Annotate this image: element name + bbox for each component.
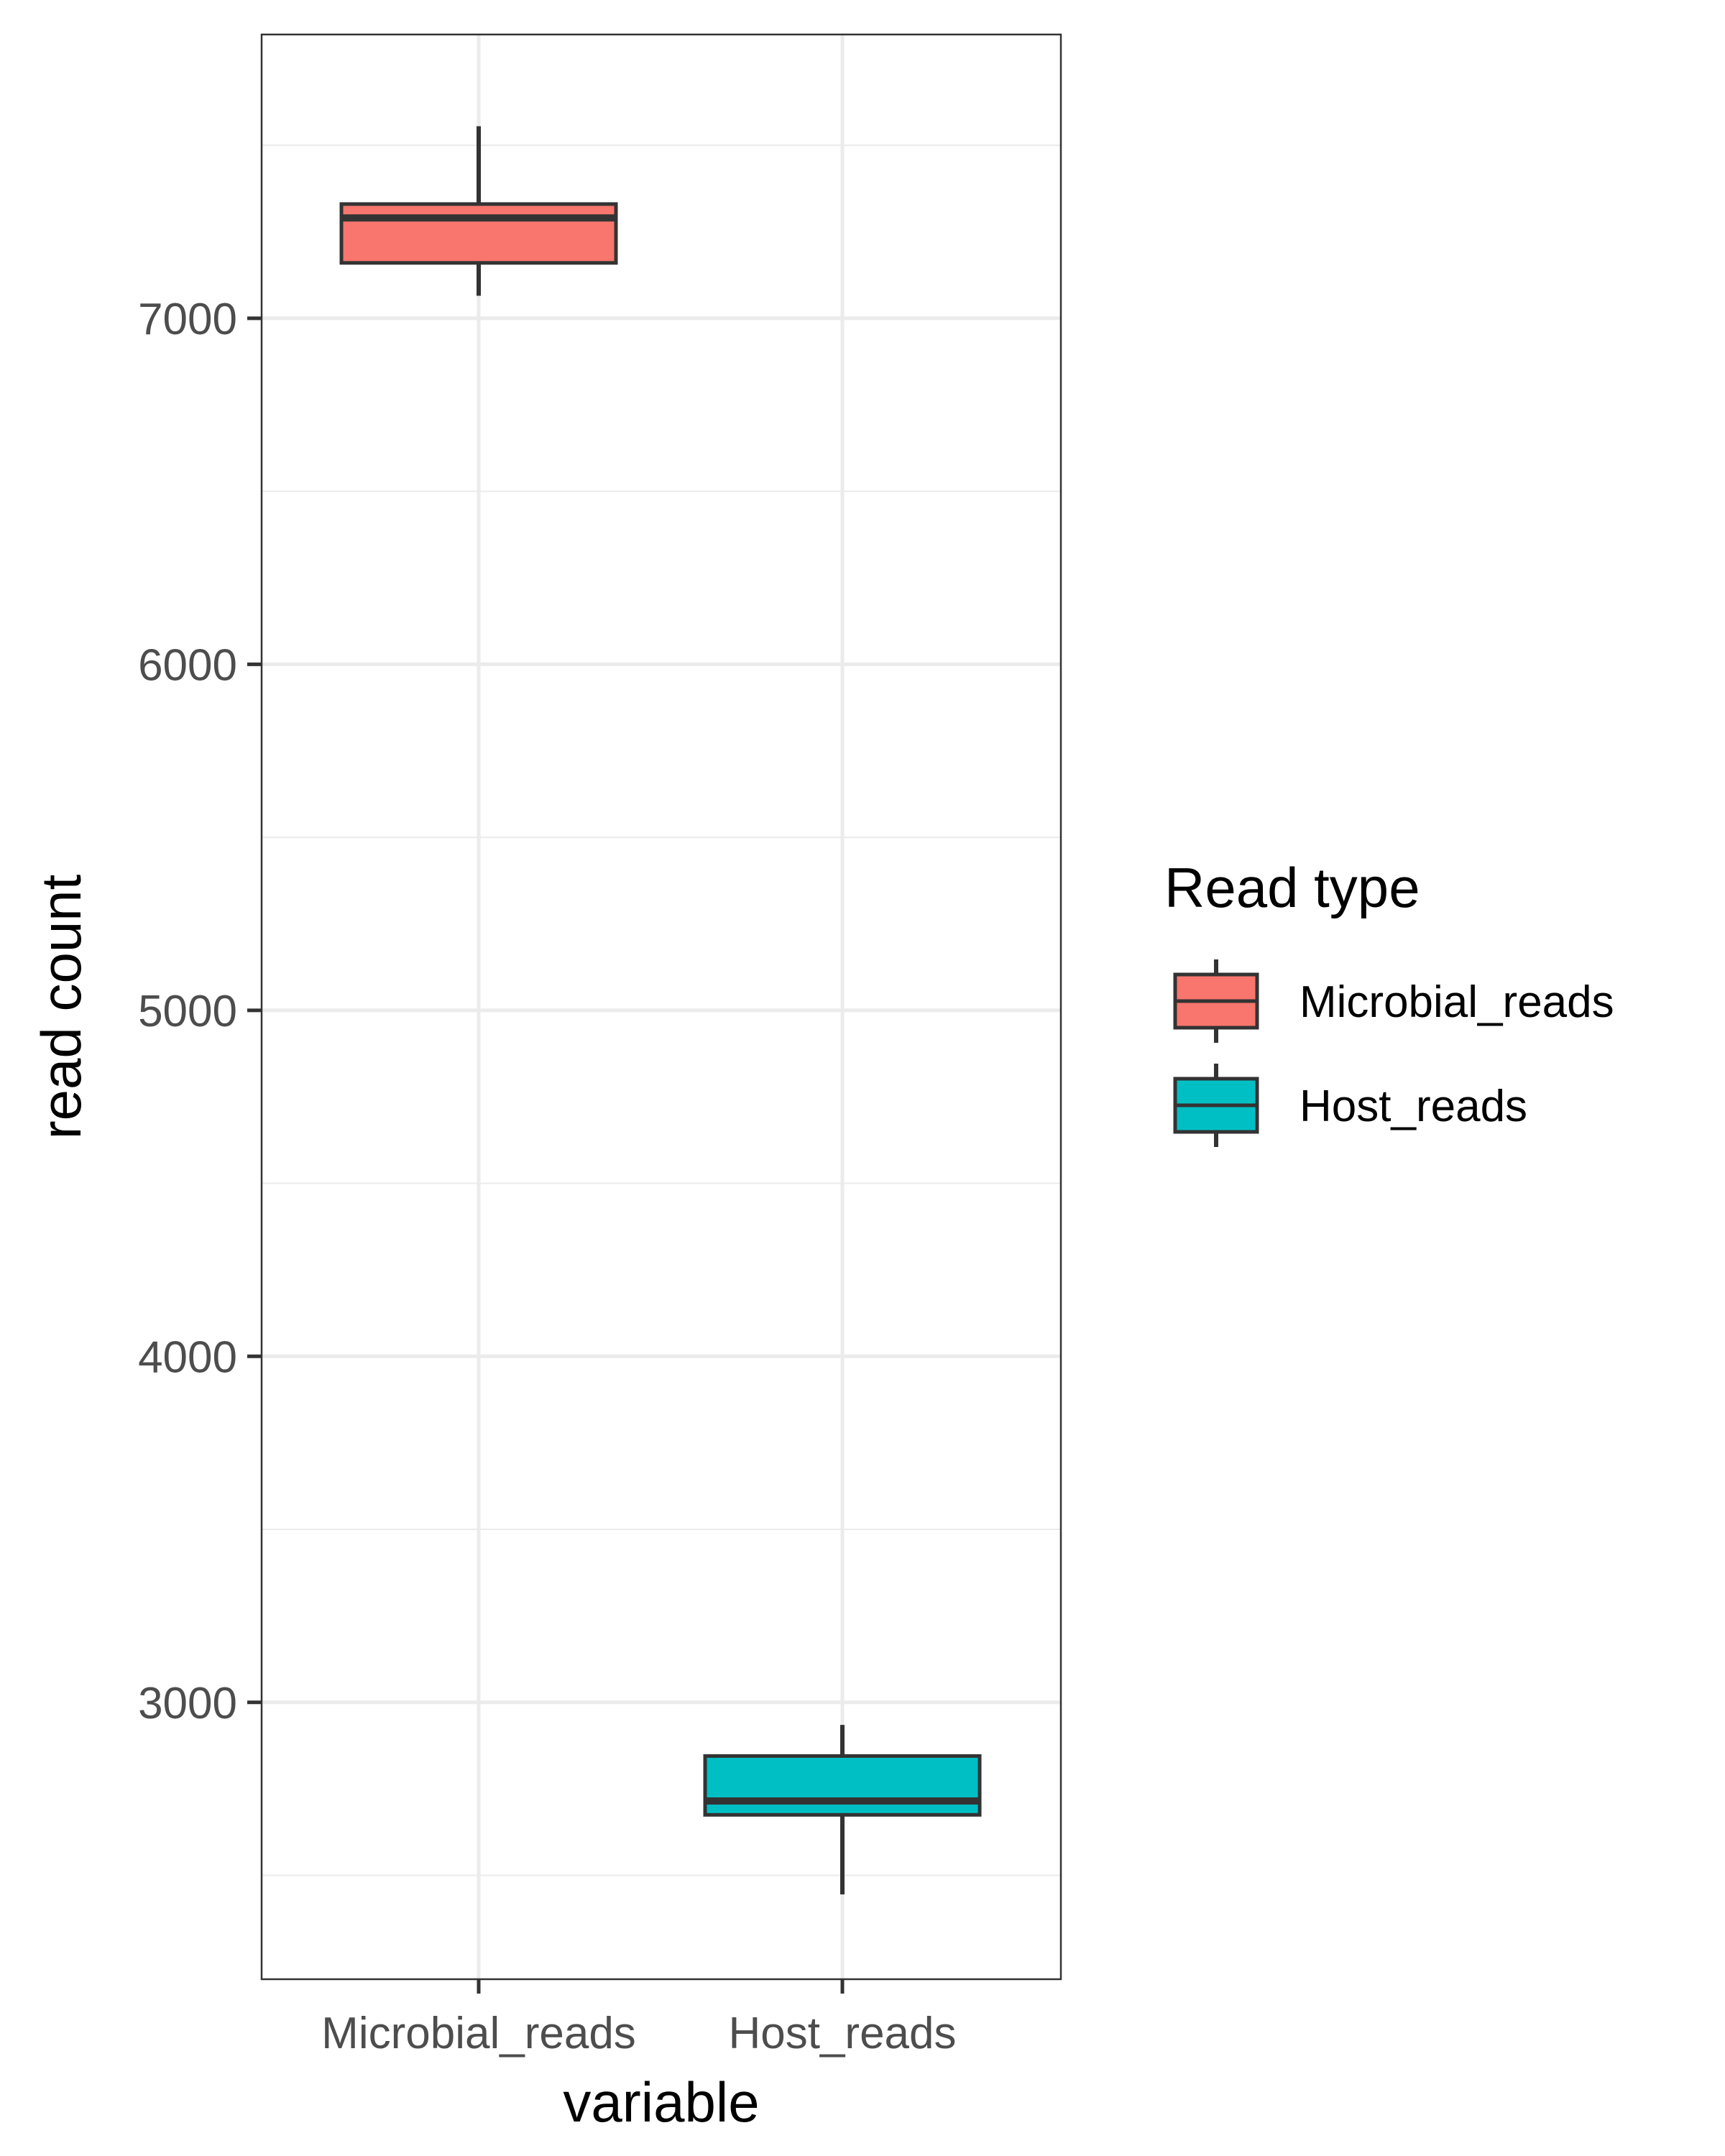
y-tick-label: 6000: [138, 640, 237, 690]
legend-label: Host_reads: [1300, 1082, 1527, 1131]
y-axis-title: read count: [29, 874, 93, 1139]
grid-lines: [262, 34, 1061, 1979]
box-layer: [339, 126, 982, 1895]
plot-panel-border: [260, 33, 1062, 1981]
x-tick-label: Host_reads: [728, 2009, 956, 2058]
x-tick-label: Microbial_reads: [321, 2009, 636, 2058]
x-axis-title: variable: [563, 2070, 759, 2134]
legend-entry-Host_reads: Host_reads: [1173, 1064, 1527, 1147]
box-iqr: [339, 202, 618, 265]
y-tick-label: 4000: [138, 1332, 237, 1382]
legend-entry-Microbial_reads: Microbial_reads: [1173, 959, 1614, 1043]
box-iqr: [703, 1754, 982, 1817]
y-tick-label: 3000: [138, 1679, 237, 1728]
box-Microbial_reads: [339, 126, 618, 296]
legend-title: Read type: [1164, 856, 1420, 919]
legend: Read type Microbial_reads Host_reads: [1164, 856, 1614, 1147]
box-Host_reads: [703, 1725, 982, 1895]
y-tick-label: 5000: [138, 987, 237, 1036]
axes: 3000 4000 5000 6000 7000 Microbial_reads Host_…: [138, 295, 956, 2058]
y-tick-label: 7000: [138, 295, 237, 344]
legend-label: Microbial_reads: [1300, 977, 1614, 1027]
